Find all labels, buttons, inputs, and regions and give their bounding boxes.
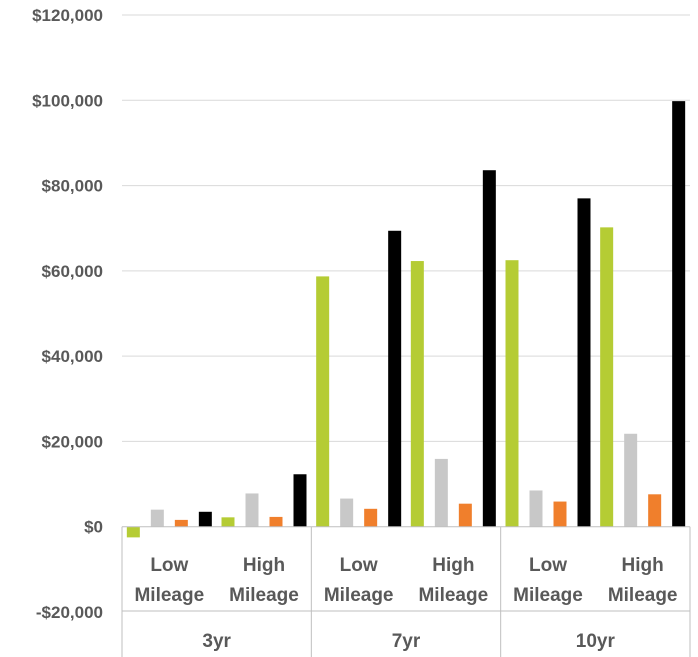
y-tick-label: $40,000: [42, 347, 103, 366]
y-tick-label: $0: [84, 518, 103, 537]
y-tick-label: $120,000: [32, 6, 103, 25]
category-label-line2: Mileage: [418, 585, 488, 606]
bar-series-1: [126, 526, 140, 538]
category-label-line2: Mileage: [608, 585, 678, 606]
bar-series-1: [316, 276, 330, 527]
bar-series-2: [245, 493, 259, 527]
y-tick-label: $20,000: [42, 432, 103, 451]
bar-series-4: [577, 198, 591, 527]
bars: [126, 101, 686, 538]
y-tick-label: $60,000: [42, 262, 103, 281]
bar-series-4: [388, 230, 402, 527]
bar-series-2: [529, 490, 543, 527]
group-label: 7yr: [392, 631, 421, 652]
category-label-line1: Low: [529, 555, 567, 576]
y-tick-label: $100,000: [32, 91, 103, 110]
bar-series-1: [221, 517, 235, 527]
bar-series-4: [293, 474, 307, 527]
y-axis-tick-labels: -$20,000 $0 $20,000 $40,000 $60,000 $80,000 $1…: [32, 6, 103, 622]
category-label-line2: Mileage: [513, 585, 583, 606]
bar-series-2: [340, 498, 354, 527]
group-label: 10yr: [576, 631, 616, 652]
category-label-line2: Mileage: [134, 585, 204, 606]
category-label-line1: Low: [150, 555, 188, 576]
bar-series-3: [458, 503, 472, 527]
category-label-line1: Low: [340, 555, 378, 576]
bar-series-4: [672, 101, 686, 527]
bar-series-4: [198, 511, 212, 527]
bar-series-2: [150, 509, 164, 527]
y-tick-label: $80,000: [42, 177, 103, 196]
bar-series-2: [624, 433, 638, 527]
bar-series-1: [505, 260, 519, 527]
category-label-line1: High: [432, 555, 474, 576]
bar-series-2: [434, 458, 448, 527]
gridlines: [122, 14, 690, 442]
bar-series-1: [600, 227, 614, 527]
category-label-line2: Mileage: [229, 585, 299, 606]
bar-series-4: [482, 170, 496, 527]
category-label-line1: High: [622, 555, 664, 576]
category-label-line2: Mileage: [324, 585, 394, 606]
bar-series-3: [553, 501, 567, 527]
x-axis: Low Mileage High Mileage 3yr Low Mileage High Mi…: [121, 526, 691, 657]
group-label: 3yr: [202, 631, 231, 652]
bar-series-3: [174, 519, 188, 527]
bar-series-3: [269, 516, 283, 527]
category-label-line1: High: [243, 555, 285, 576]
y-tick-label: -$20,000: [36, 603, 103, 622]
bar-series-3: [364, 508, 378, 527]
bar-series-1: [410, 261, 424, 527]
bar-series-3: [648, 494, 662, 527]
